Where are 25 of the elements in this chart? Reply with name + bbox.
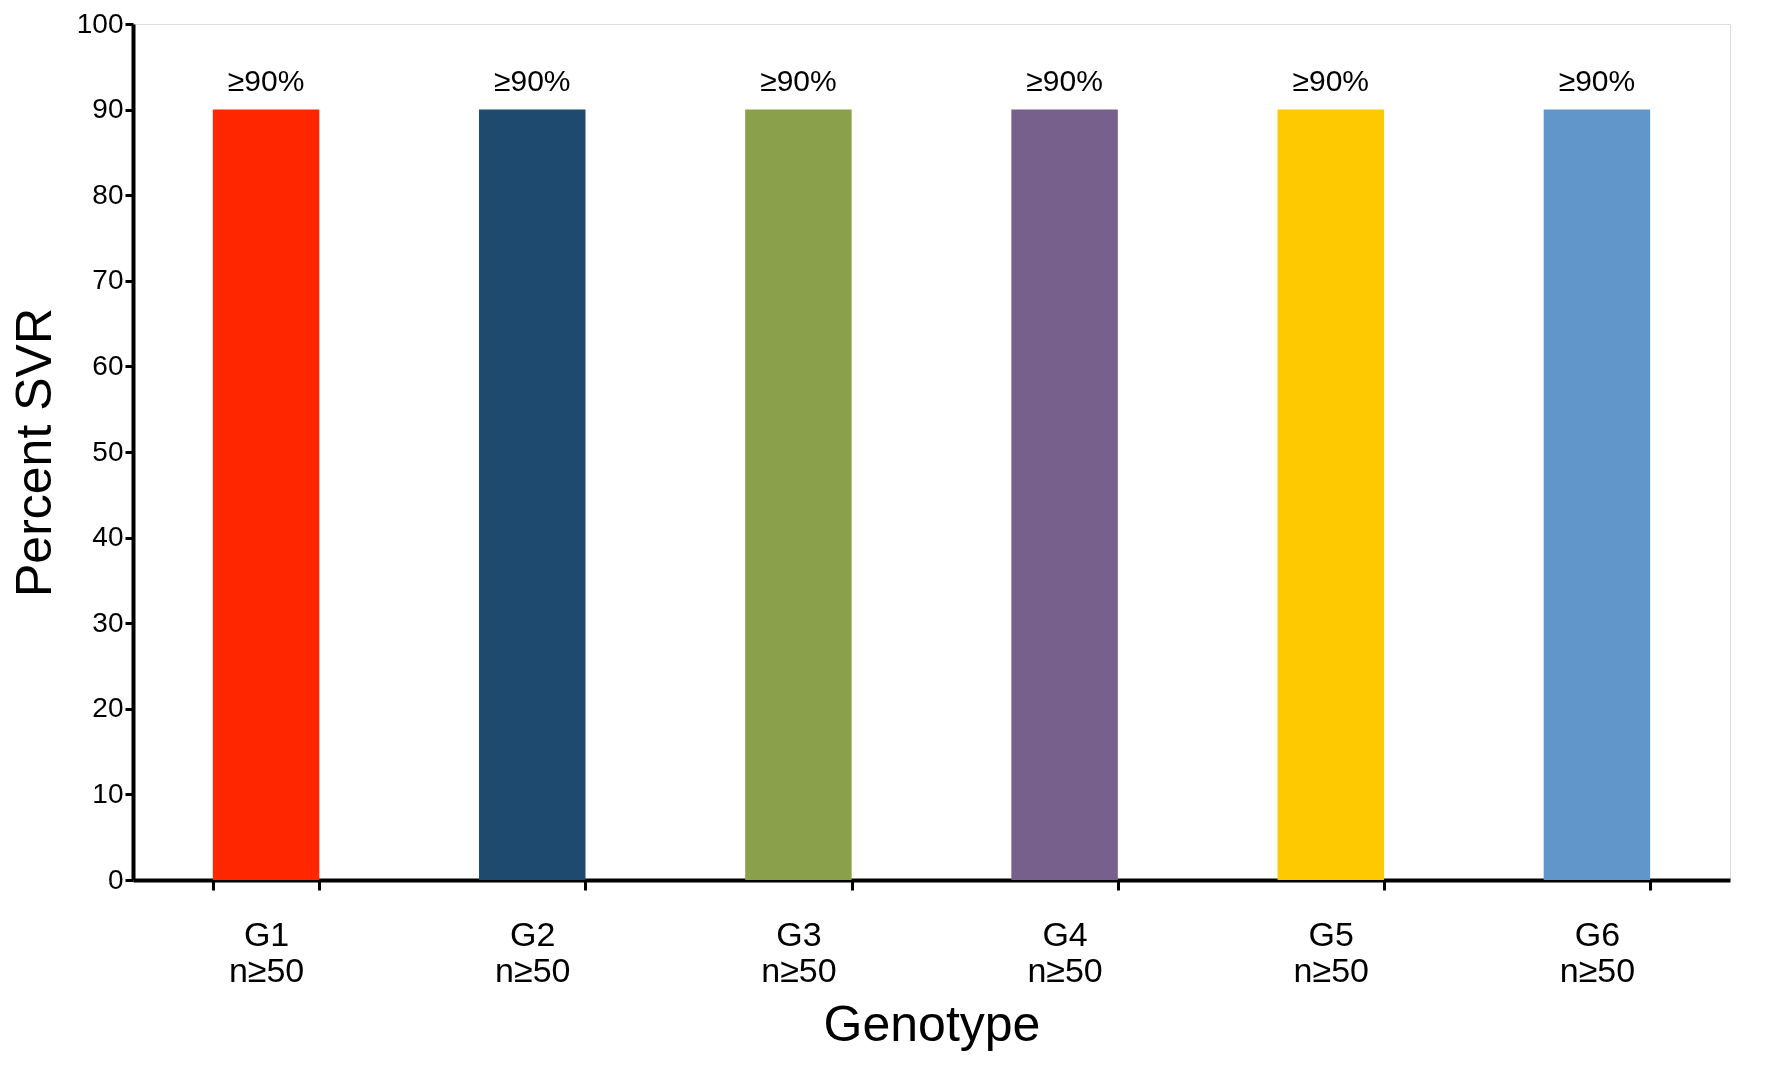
x-tick-label: G6 n≥50 (1559, 914, 1636, 989)
y-tick-label: 30 (92, 606, 124, 638)
y-tick-label: 60 (92, 349, 124, 381)
data-label: ≥90% (1558, 63, 1636, 97)
x-tick-label: G4 n≥50 (1027, 914, 1103, 989)
y-tick-label: 50 (92, 435, 124, 467)
y-tick-label: 80 (92, 178, 124, 210)
y-axis-title: Percent SVR (5, 307, 62, 598)
data-label: ≥90% (227, 63, 305, 97)
y-tick-label: 20 (92, 692, 124, 724)
data-label: ≥90% (1292, 63, 1370, 97)
x-tick-label: G1 n≥50 (228, 914, 305, 989)
data-label: ≥90% (760, 63, 837, 97)
x-tick-label: G5 n≥50 (1293, 914, 1369, 989)
y-tick-label: 70 (92, 264, 124, 296)
x-tick-label: G2 n≥50 (495, 914, 571, 989)
y-tick-label: 0 (107, 863, 124, 895)
y-tick-label: 100 (76, 7, 124, 39)
data-label: ≥90% (1026, 63, 1103, 97)
x-tick-label: G3 n≥50 (761, 914, 837, 989)
y-tick-label: 90 (92, 93, 124, 125)
x-axis-title: Genotype (823, 995, 1041, 1052)
data-label: ≥90% (493, 63, 571, 97)
y-tick-label: 40 (92, 521, 124, 553)
y-tick-label: 10 (92, 777, 124, 809)
